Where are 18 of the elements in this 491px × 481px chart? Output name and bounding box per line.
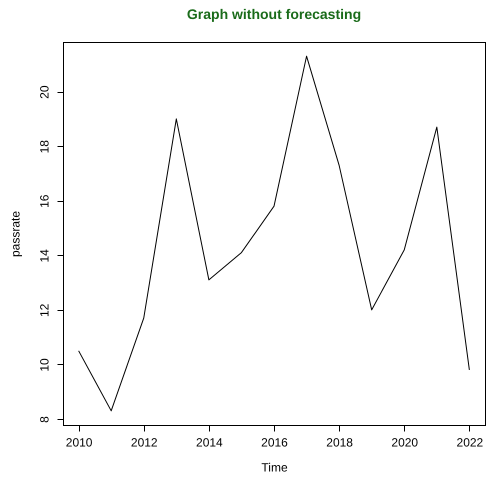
x-tick-label: 2016: [261, 436, 288, 450]
x-tick-label: 2022: [456, 436, 484, 450]
x-tick-label: 2018: [326, 436, 354, 450]
y-tick-label: 10: [38, 358, 52, 372]
y-tick-label: 20: [38, 85, 52, 99]
y-tick-label: 14: [38, 248, 52, 263]
x-tick-label: 2020: [391, 436, 418, 450]
y-tick-label: 12: [38, 303, 52, 318]
y-tick-label: 8: [38, 416, 52, 423]
x-tick-label: 2012: [130, 436, 158, 450]
y-tick-label: 18: [38, 140, 52, 154]
y-tick-label: 16: [38, 194, 52, 208]
y-axis-title: passrate: [8, 210, 22, 258]
chart-title: Graph without forecasting: [186, 6, 362, 22]
line-series: [78, 56, 470, 412]
x-axis-title: Time: [261, 460, 288, 474]
x-tick-label: 2014: [196, 436, 224, 450]
x-tick-label: 2010: [66, 436, 93, 450]
